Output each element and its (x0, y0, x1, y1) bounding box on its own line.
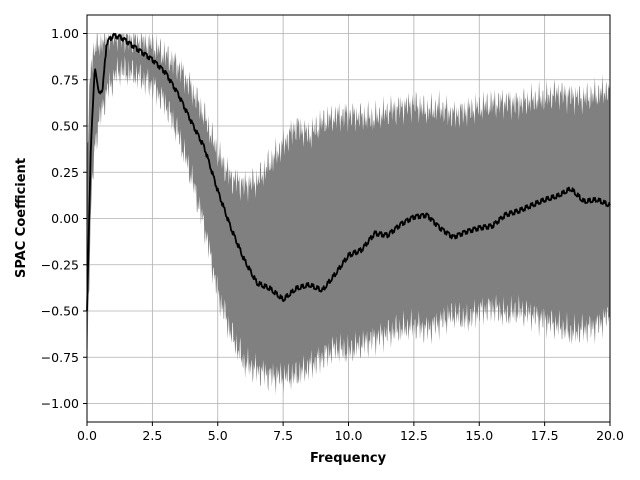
y-tick-label: −0.75 (41, 350, 79, 365)
y-tick-label: 0.50 (51, 119, 79, 134)
spread-band (87, 33, 610, 395)
x-axis-ticks: 0.0 2.5 5.0 7.5 10.0 12.5 15.0 17.5 20.0 (77, 422, 624, 443)
x-tick-label: 20.0 (596, 428, 624, 443)
x-tick-label: 7.5 (273, 428, 293, 443)
y-tick-label: 0.00 (51, 211, 79, 226)
y-axis-label: SPAC Coefficient (14, 158, 29, 278)
x-tick-label: 2.5 (142, 428, 162, 443)
x-axis-label: Frequency (310, 451, 387, 466)
y-tick-label: −1.00 (41, 396, 79, 411)
mean-line (86, 32, 611, 312)
line-path (86, 32, 611, 312)
y-tick-label: −0.25 (41, 257, 79, 272)
y-axis-ticks: −1.00 −0.75 −0.50 −0.25 0.00 0.25 0.50 0.75 1.00 (41, 26, 87, 411)
x-tick-label: 17.5 (531, 428, 559, 443)
x-tick-label: 12.5 (400, 428, 428, 443)
y-tick-label: 1.00 (51, 26, 79, 41)
x-tick-label: 5.0 (208, 428, 228, 443)
y-tick-label: 0.75 (51, 72, 79, 87)
y-tick-label: −0.50 (41, 304, 79, 319)
x-tick-label: 0.0 (77, 428, 97, 443)
x-tick-label: 15.0 (465, 428, 493, 443)
y-tick-label: 0.25 (51, 165, 79, 180)
band-area (87, 33, 610, 395)
x-tick-label: 10.0 (335, 428, 363, 443)
